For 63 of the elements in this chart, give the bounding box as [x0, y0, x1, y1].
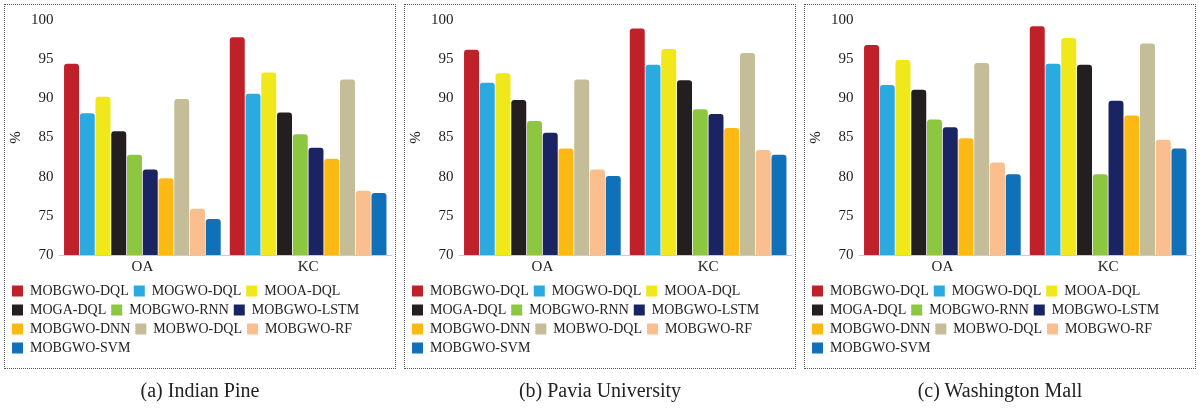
legend-label: MOBGWO-DNN [830, 320, 931, 336]
y-axis-title: % [406, 131, 423, 144]
legend-label: MOBGWO-LSTM [251, 301, 360, 317]
y-tick-label: 100 [31, 10, 54, 27]
legend-label: MOBGWO-DQL [30, 282, 129, 298]
legend-label: MOBGWO-RNN [929, 301, 1029, 317]
x-tick-label: OA [531, 257, 554, 274]
legend-label: MOOA-DQL [264, 282, 341, 298]
x-tick-label: KC [1097, 257, 1119, 274]
x-tick-label: OA [931, 257, 954, 274]
text: (b) Pavia University [517, 379, 683, 402]
y-tick-label: 70 [38, 245, 54, 262]
legend-label: MOBWO-DQL [553, 320, 642, 336]
y-tick-label: 100 [831, 10, 854, 27]
y-tick-label: 95 [38, 50, 54, 67]
legend-label: MOBGWO-RNN [529, 301, 629, 317]
x-tick-label: KC [697, 257, 719, 274]
legend-label: MOBGWO-RNN [129, 301, 229, 317]
legend-label: MOBGWO-RF [664, 320, 753, 336]
text: (c) Washington Mall [916, 379, 1084, 402]
y-tick-label: 90 [838, 89, 854, 106]
y-tick-label: 85 [438, 128, 454, 145]
y-tick-label: 95 [438, 50, 454, 67]
legend-label: MOBGWO-LSTM [1051, 301, 1160, 317]
y-tick-label: 80 [38, 167, 54, 184]
legend-label: MOGA-DQL [830, 301, 907, 317]
y-tick-label: 80 [438, 167, 454, 184]
legend-label: MOGWO-DQL [951, 282, 1042, 298]
legend-label: MOBGWO-DQL [830, 282, 929, 298]
legend-label: MOBGWO-SVM [30, 339, 131, 355]
legend-label: MOGA-DQL [30, 301, 107, 317]
y-tick-label: 85 [838, 128, 854, 145]
legend-label: MOGA-DQL [430, 301, 507, 317]
y-tick-label: 90 [438, 89, 454, 106]
y-tick-label: 80 [838, 167, 854, 184]
legend-label: MOBGWO-DNN [430, 320, 531, 336]
legend-label: MOOA-DQL [1064, 282, 1141, 298]
y-tick-label: 75 [438, 206, 454, 223]
legend-label: MOBWO-DQL [953, 320, 1042, 336]
text: (a) Indian Pine [139, 379, 261, 402]
legend-label: MOBGWO-SVM [830, 339, 931, 355]
y-tick-label: 70 [838, 245, 854, 262]
legend-label: MOBGWO-RF [264, 320, 353, 336]
y-tick-label: 75 [838, 206, 854, 223]
legend-label: MOBGWO-DNN [30, 320, 131, 336]
legend-label: MOBGWO-LSTM [651, 301, 760, 317]
legend-label: MOBWO-DQL [153, 320, 242, 336]
y-axis-title: % [6, 131, 23, 144]
y-tick-label: 90 [38, 89, 54, 106]
y-tick-label: 100 [431, 10, 454, 27]
y-tick-label: 95 [838, 50, 854, 67]
legend-label: MOGWO-DQL [151, 282, 242, 298]
legend-label: MOBGWO-DQL [430, 282, 529, 298]
legend-label: MOBGWO-SVM [430, 339, 531, 355]
y-tick-label: 70 [438, 245, 454, 262]
x-tick-label: OA [131, 257, 154, 274]
y-tick-label: 85 [38, 128, 54, 145]
legend-label: MOBGWO-RF [1064, 320, 1153, 336]
x-tick-label: KC [297, 257, 319, 274]
y-axis-title: % [806, 131, 823, 144]
legend-label: MOOA-DQL [664, 282, 741, 298]
y-tick-label: 75 [38, 206, 54, 223]
legend-label: MOGWO-DQL [551, 282, 642, 298]
